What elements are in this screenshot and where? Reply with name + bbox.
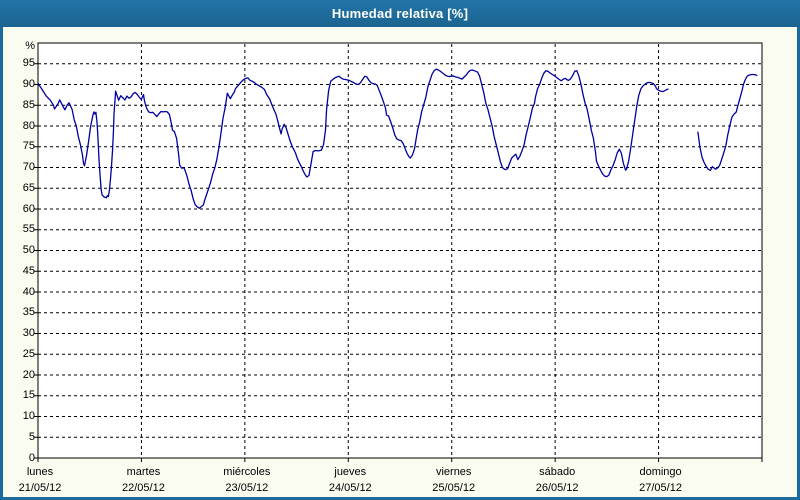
x-axis-day-label: miércoles (223, 466, 271, 478)
y-axis-tick-label: 50 (22, 244, 35, 256)
x-axis-date-label: 26/05/12 (535, 482, 579, 494)
y-axis-tick-label: 95 (22, 57, 35, 70)
y-axis-unit-label: % (25, 40, 35, 52)
y-axis-tick-label: 80 (22, 119, 35, 132)
y-axis-tick-label: 5 (28, 430, 35, 443)
x-axis-day-label: lunes (26, 466, 54, 478)
x-axis-day-label: jueves (334, 466, 367, 478)
x-axis-date-label: 21/05/12 (18, 482, 62, 494)
x-axis-date-label: 25/05/12 (432, 482, 476, 494)
y-axis-tick-label: 45 (22, 264, 35, 277)
x-axis-date-label: 22/05/12 (122, 482, 165, 494)
x-axis-date-label: 24/05/12 (328, 482, 372, 494)
y-axis-tick-label: 60 (22, 202, 35, 215)
y-axis-tick-label: 30 (22, 327, 35, 339)
y-axis-tick-label: 75 (22, 140, 35, 153)
y-axis-tick-label: 55 (22, 223, 35, 236)
y-axis-tick-label: 65 (22, 181, 35, 194)
y-axis-tick-label: 20 (22, 368, 35, 381)
page-title: Humedad relativa [%] (331, 6, 469, 21)
y-axis-tick-label: 15 (22, 389, 35, 402)
x-axis-day-label: domingo (639, 466, 682, 478)
y-axis-tick-label: 10 (22, 410, 35, 422)
y-axis-tick-label: 0 (28, 451, 35, 464)
y-axis-tick-label: 70 (22, 161, 35, 173)
y-axis-tick-label: 35 (22, 306, 35, 319)
y-axis-tick-label: 25 (22, 347, 35, 360)
y-axis-tick-label: 85 (22, 98, 35, 111)
y-axis-tick-label: 90 (22, 78, 35, 90)
x-axis-day-label: viernes (435, 466, 472, 478)
plot-border (37, 42, 763, 459)
humidity-line-segment (37, 68, 669, 209)
y-axis-tick-label: 40 (22, 285, 35, 298)
x-axis-date-label: 27/05/12 (639, 482, 682, 494)
x-axis-day-label: martes (126, 466, 161, 478)
humidity-line-segment (697, 73, 758, 172)
x-axis-day-label: sábado (539, 466, 576, 478)
window-title-bar: Humedad relativa [%] (0, 0, 800, 27)
x-axis-date-label: 23/05/12 (225, 482, 269, 494)
